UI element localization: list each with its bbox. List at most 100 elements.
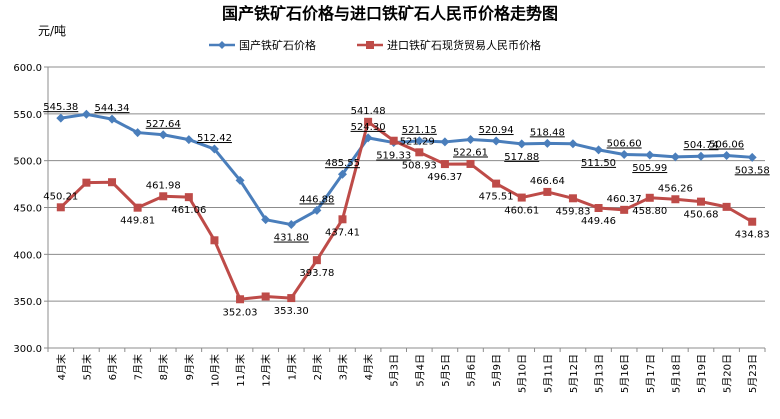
- data-label-domestic: 431.80: [274, 233, 309, 244]
- data-label-import: 449.81: [120, 216, 155, 227]
- data-point-domestic: [619, 149, 629, 159]
- data-point-domestic: [158, 130, 168, 140]
- x-tick-label: 5月19日: [696, 354, 708, 393]
- data-point-domestic: [696, 151, 706, 161]
- axes: 300.0 350.0 400.0 450.0 500.0 550.0 600.0 4月末 5月…: [13, 63, 766, 393]
- data-point-import: [722, 202, 731, 211]
- data-label-import: 437.41: [325, 227, 360, 238]
- y-tick-label: 550.0: [13, 110, 42, 121]
- data-point-import: [159, 192, 168, 201]
- data-point-import: [594, 204, 603, 213]
- x-tick-label: 5月11日: [542, 354, 554, 393]
- x-tick-label: 7月末: [132, 354, 145, 380]
- data-point-domestic: [414, 136, 424, 146]
- data-point-domestic: [517, 139, 527, 149]
- data-label-import: 460.61: [504, 206, 539, 217]
- data-label-import: 460.37: [607, 194, 642, 205]
- data-point-domestic: [747, 152, 757, 162]
- data-label-import: 459.83: [555, 206, 590, 217]
- data-label-domestic: 446.88: [299, 194, 334, 205]
- data-label-domestic: 527.64: [146, 119, 181, 130]
- x-tick-label: 5月18日: [670, 354, 682, 393]
- data-point-domestic: [184, 135, 194, 145]
- data-point-import: [543, 187, 552, 196]
- data-label-domestic: 506.06: [709, 140, 744, 151]
- series-line-import: [59, 120, 753, 301]
- data-label-domestic: 524.30: [351, 122, 386, 133]
- data-label-domestic: 522.61: [453, 147, 488, 158]
- data-point-import: [108, 178, 117, 187]
- data-point-import: [645, 193, 654, 202]
- data-label-domestic: 519.33: [376, 151, 411, 162]
- data-point-domestic: [312, 205, 322, 215]
- data-label-domestic: 521.15: [402, 125, 437, 136]
- data-label-import: 450.21: [43, 191, 78, 202]
- data-label-import: 475.51: [479, 192, 514, 203]
- legend-label-import: 进口铁矿石现货贸易人民币价格: [387, 38, 541, 52]
- data-point-domestic: [645, 150, 655, 160]
- data-point-domestic: [568, 139, 578, 149]
- series-line-domestic: [60, 112, 753, 227]
- data-point-domestic: [466, 134, 476, 144]
- data-label-import: 393.78: [299, 268, 334, 279]
- data-label-import: 456.26: [658, 183, 693, 194]
- chart-title: 国产铁矿石价格与进口铁矿石人民币价格走势图: [222, 4, 558, 23]
- data-label-import: 461.98: [146, 180, 181, 191]
- x-tick-label: 5月23日: [747, 354, 759, 393]
- data-point-import: [415, 148, 424, 157]
- data-point-import: [671, 195, 680, 204]
- data-point-import: [696, 197, 705, 206]
- legend-diamond-marker-icon: [218, 41, 226, 49]
- legend: 国产铁矿石价格 进口铁矿石现货贸易人民币价格: [209, 38, 541, 52]
- y-tick-label: 400.0: [13, 250, 42, 261]
- legend-item-domestic: 国产铁矿石价格: [209, 38, 316, 52]
- x-tick-label: 5月9日: [491, 354, 503, 387]
- data-label-import: 461.06: [171, 205, 206, 216]
- data-point-import: [236, 295, 245, 304]
- legend-square-marker-icon: [366, 41, 374, 49]
- data-point-domestic: [722, 151, 732, 161]
- x-tick-label: 9月末: [183, 354, 196, 380]
- data-point-domestic: [594, 145, 604, 155]
- data-point-domestic: [209, 144, 219, 154]
- x-tick-label: 4月末: [55, 354, 68, 380]
- data-label-import: 458.80: [632, 206, 667, 217]
- x-tick-label: 5月6日: [466, 354, 478, 387]
- data-label-import: 352.03: [223, 307, 258, 318]
- data-label-domestic: 485.55: [325, 158, 360, 169]
- data-label-import: 466.64: [530, 176, 565, 187]
- data-point-domestic: [286, 220, 296, 230]
- data-point-import: [56, 203, 65, 212]
- data-point-import: [364, 117, 373, 126]
- x-tick-label: 5月10日: [517, 354, 529, 393]
- data-point-import: [620, 205, 629, 214]
- y-tick-label: 500.0: [13, 157, 42, 168]
- data-label-import: 508.93: [402, 160, 437, 171]
- data-label-domestic: 520.94: [479, 125, 514, 136]
- x-tick-label: 5月4日: [414, 354, 426, 387]
- x-tick-label: 5月末: [80, 354, 93, 380]
- x-tick-label: 11月末: [234, 354, 247, 387]
- data-point-import: [82, 178, 91, 187]
- data-point-import: [568, 194, 577, 203]
- data-point-domestic: [56, 113, 66, 123]
- data-label-import: 353.30: [274, 306, 309, 317]
- data-label-domestic: 517.88: [504, 152, 539, 163]
- data-label-domestic: 504.74: [683, 140, 718, 151]
- data-label-import: 450.68: [683, 210, 718, 221]
- data-point-import: [210, 236, 219, 245]
- x-tick-label: 5月5日: [440, 354, 452, 387]
- legend-item-import: 进口铁矿石现货贸易人民币价格: [357, 38, 541, 52]
- x-tick-label: 6月末: [106, 354, 119, 380]
- x-tick-label: 5月17日: [645, 354, 657, 393]
- data-point-domestic: [81, 109, 91, 119]
- data-point-import: [748, 217, 757, 226]
- data-label-domestic: 506.60: [607, 138, 642, 149]
- data-point-domestic: [491, 136, 501, 146]
- data-label-domestic: 511.50: [581, 158, 616, 169]
- y-tick-label: 350.0: [13, 297, 42, 308]
- data-label-import: 496.37: [427, 172, 462, 183]
- data-point-import: [312, 256, 321, 265]
- data-point-import: [517, 193, 526, 202]
